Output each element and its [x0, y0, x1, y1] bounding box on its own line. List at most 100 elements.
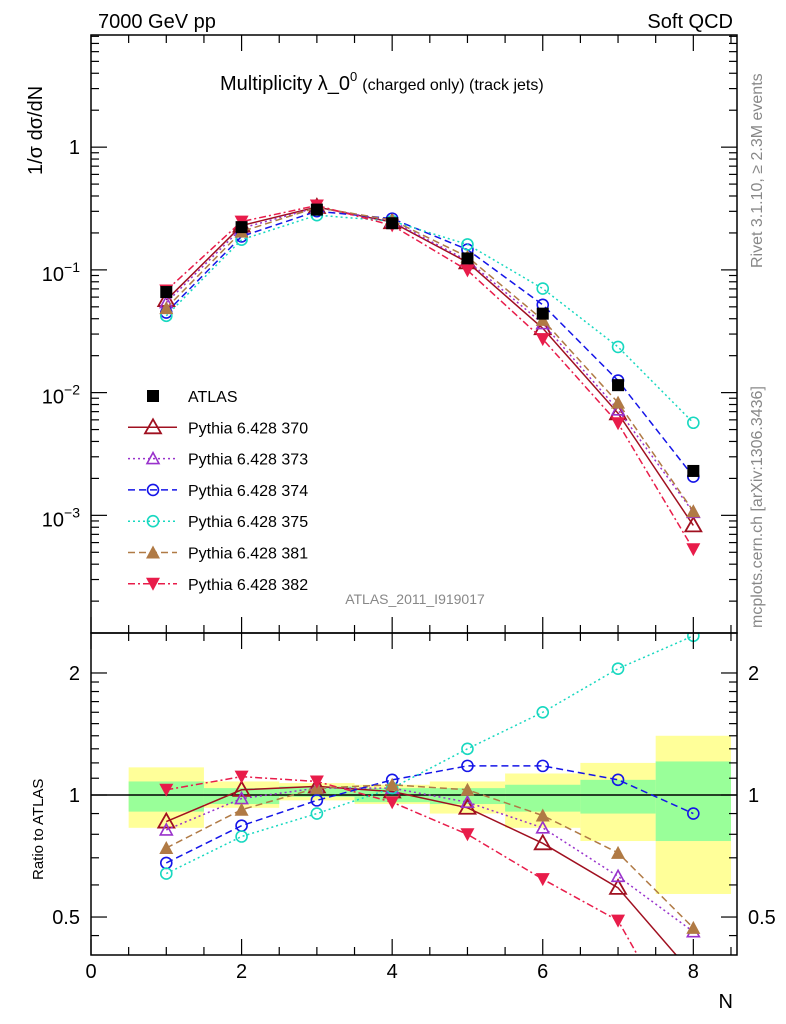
- ratio-line-370: [165, 785, 678, 955]
- series-line-374: [165, 210, 694, 478]
- x-tick-label: 2: [236, 961, 247, 983]
- ratio-point-382: [611, 914, 626, 928]
- x-tick-label: 4: [387, 961, 398, 983]
- data-point-ATLAS: [235, 221, 248, 234]
- ratio-y-tick-label-right: 0.5: [748, 907, 776, 929]
- legend-entry-381: Pythia 6.428 381: [128, 545, 308, 563]
- ratio-line-374: [165, 765, 694, 864]
- ratio-y-axis-label: Ratio to ATLAS: [30, 779, 47, 880]
- ratio-panel-data: [156, 633, 701, 955]
- ratio-point-370: [533, 833, 553, 851]
- ratio-point-373: [460, 794, 475, 808]
- y-axis-label: 1/σ dσ/dN: [25, 86, 47, 175]
- data-point-ATLAS: [612, 379, 625, 392]
- legend-label: Pythia 6.428 374: [188, 483, 308, 500]
- data-point-ATLAS: [536, 307, 549, 320]
- data-point-382: [460, 264, 475, 278]
- legend-label: Pythia 6.428 375: [188, 514, 308, 531]
- data-point-ATLAS: [687, 464, 700, 477]
- legend-marker: [146, 577, 160, 591]
- ratio-point-370: [156, 811, 176, 829]
- legend-marker: [145, 450, 161, 465]
- data-point-373: [610, 402, 626, 416]
- ratio-point-381: [159, 841, 174, 855]
- y-tick-label: 10−2: [42, 382, 80, 409]
- data-point-382: [686, 543, 701, 557]
- ratio-point-375: [461, 742, 474, 756]
- ratio-point-381: [234, 802, 249, 816]
- ratio-y-tick-label-right: 2: [748, 663, 759, 685]
- legend-label: Pythia 6.428 373: [188, 452, 308, 469]
- ratio-point-381: [686, 920, 701, 934]
- mcplots-credit: mcplots.cern.ch [arXiv:1306.3436]: [749, 386, 766, 628]
- data-point-375: [611, 340, 625, 354]
- legend-label: Pythia 6.428 382: [188, 577, 308, 594]
- data-point-382: [535, 333, 550, 347]
- ratio-point-373: [535, 820, 551, 834]
- data-point-ATLAS: [160, 286, 173, 299]
- series-line-370: [165, 206, 694, 526]
- series-line-375: [165, 214, 694, 424]
- ratio-point-374: [461, 759, 474, 773]
- ratio-point-382: [385, 796, 400, 810]
- legend-label: Pythia 6.428 370: [188, 420, 308, 437]
- data-point-ATLAS: [461, 252, 474, 265]
- ratio-point-382: [159, 783, 174, 797]
- ratio-point-375: [235, 830, 248, 843]
- ratio-point-381: [611, 845, 626, 859]
- ratio-line-382: [166, 775, 639, 955]
- ratio-point-382: [309, 775, 324, 789]
- ratio-y-tick-label: 0.5: [52, 907, 80, 929]
- data-point-382: [611, 417, 626, 431]
- ratio-frame: [90, 632, 738, 956]
- ratio-point-373: [610, 868, 626, 883]
- header-left: 7000 GeV pp: [98, 11, 216, 33]
- ratio-point-370: [608, 878, 628, 895]
- ratio-point-375: [536, 705, 550, 719]
- data-point-ATLAS: [310, 203, 323, 216]
- legend-entry-370: Pythia 6.428 370: [128, 417, 308, 437]
- ratio-point-381: [535, 808, 550, 822]
- legend-marker: [146, 514, 160, 528]
- legend-marker: [146, 483, 160, 497]
- ratio-uncertainty-bands: [128, 735, 731, 894]
- ratio-point-382: [460, 828, 475, 842]
- header-right: Soft QCD: [647, 11, 733, 33]
- legend-marker: [147, 390, 159, 402]
- analysis-watermark: ATLAS_2011_I919017: [345, 591, 485, 607]
- ratio-point-373: [158, 822, 174, 836]
- legend-marker: [146, 545, 160, 559]
- ratio-line-373: [166, 787, 694, 933]
- legend-entry-375: Pythia 6.428 375: [128, 514, 308, 531]
- ratio-y-tick-label: 2: [69, 663, 80, 685]
- legend-entry-373: Pythia 6.428 373: [128, 450, 308, 469]
- x-axis-label: N: [719, 991, 733, 1013]
- x-tick-label: 0: [85, 961, 96, 983]
- series-line-382: [165, 204, 694, 550]
- ratio-point-375: [611, 662, 625, 675]
- x-tick-label: 6: [537, 961, 548, 983]
- legend-label: ATLAS: [188, 389, 238, 406]
- data-point-375: [687, 416, 700, 430]
- legend: ATLAS Pythia 6.428 370 Pythia 6.428 373 Pyt…: [128, 389, 308, 594]
- ratio-point-374: [687, 807, 700, 820]
- data-point-381: [611, 395, 626, 409]
- main-panel-data: [156, 197, 703, 557]
- legend-entry-374: Pythia 6.428 374: [128, 483, 308, 500]
- y-tick-label: 1: [69, 137, 80, 159]
- x-tick-label: 8: [688, 961, 699, 983]
- legend-label: Pythia 6.428 381: [188, 546, 308, 563]
- ratio-point-382: [234, 770, 249, 784]
- ratio-point-381: [460, 782, 475, 796]
- data-point-381: [686, 504, 701, 518]
- legend-marker: [143, 417, 163, 435]
- plot-title: Multiplicity λ_00(charged only) (track j…: [220, 69, 544, 95]
- ratio-point-374: [310, 794, 324, 807]
- ratio-y-tick-label-right: 1: [748, 785, 759, 807]
- ratio-point-374: [536, 759, 550, 773]
- ratio-y-tick-label: 1: [69, 785, 80, 807]
- ratio-point-375: [159, 867, 173, 880]
- ratio-point-375: [310, 807, 324, 820]
- data-point-370: [683, 515, 703, 533]
